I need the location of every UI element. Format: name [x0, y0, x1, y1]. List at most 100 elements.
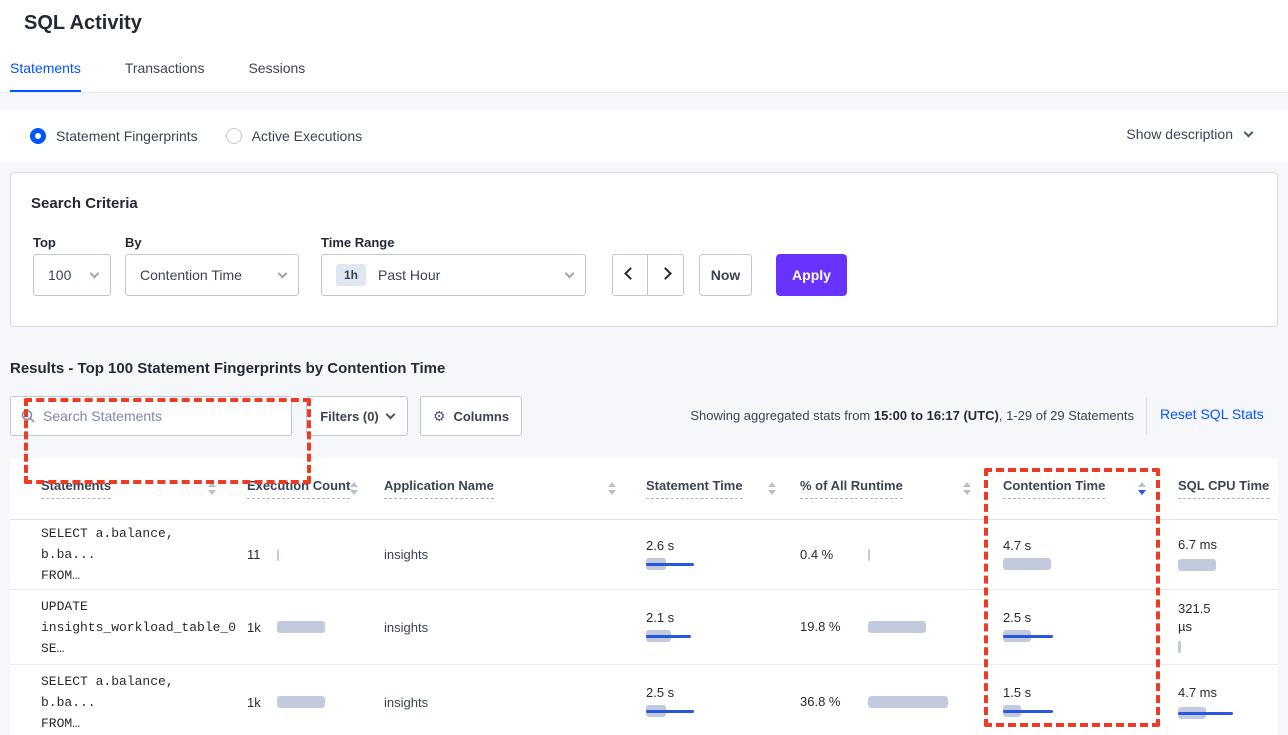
statement-line1: UPDATE [41, 598, 88, 614]
tab-transactions[interactable]: Transactions [124, 60, 205, 76]
column-header-statement-time[interactable]: Statement Time [630, 458, 790, 519]
runtime-value: 36.8 % [800, 694, 841, 709]
statement-time-bar [646, 556, 736, 572]
column-header-contention-time[interactable]: Contention Time [985, 458, 1160, 519]
toolbar-divider [1146, 398, 1147, 434]
contention-time-value: 4.7 s [1003, 537, 1032, 553]
sql-cpu-time-cell: 4.7 ms [1160, 665, 1278, 735]
statement-line1: SELECT a.balance, b.ba... [41, 673, 174, 710]
time-range-label: Time Range [321, 235, 395, 250]
statement-line2: insights_workload_table_0 SE… [41, 619, 237, 656]
table-row[interactable]: SELECT a.balance, b.ba... FROM… 11 insig… [10, 520, 1278, 590]
time-range-arrow-group [612, 254, 684, 296]
statement-time-value: 2.5 s [646, 685, 675, 700]
statement-line1: SELECT a.balance, b.ba... [41, 526, 174, 562]
sql-cpu-time-bar [1178, 705, 1268, 721]
column-header-label: Execution Count [247, 478, 351, 499]
sql-cpu-time-value: 4.7 ms [1178, 684, 1218, 700]
time-range-next-button[interactable] [648, 255, 683, 295]
sort-arrows-icon[interactable] [208, 482, 216, 495]
execution-count-value: 1k [247, 694, 261, 710]
column-header-label: % of All Runtime [800, 478, 903, 499]
contention-time-bar [1003, 628, 1093, 644]
contention-time-bar [1003, 703, 1093, 719]
execution-count-value: 1k [247, 619, 261, 635]
by-select[interactable]: Contention Time [125, 254, 299, 296]
now-button[interactable]: Now [699, 254, 752, 296]
statement-cell[interactable]: SELECT a.balance, b.ba... FROM… [10, 520, 230, 589]
column-header-label: Application Name [384, 478, 494, 499]
showing-suffix: , 1-29 of 29 Statements [998, 408, 1134, 423]
column-header-sql-cpu-time[interactable]: SQL CPU Time [1160, 458, 1278, 519]
radio-statement-fingerprints[interactable]: Statement Fingerprints [30, 128, 198, 144]
chevron-down-icon [385, 409, 396, 419]
by-label: By [125, 235, 142, 250]
contention-time-value: 2.5 s [1003, 610, 1032, 625]
table-row[interactable]: UPDATE insights_workload_table_0 SE… 1k … [10, 590, 1278, 665]
runtime-bar [868, 547, 958, 563]
statement-time-cell: 2.6 s [630, 520, 790, 589]
top-select[interactable]: 100 [33, 254, 111, 296]
runtime-cell: 19.8 % [790, 590, 985, 664]
statement-time-bar [646, 703, 736, 719]
time-range-badge: 1h [336, 264, 367, 286]
chevron-left-icon [623, 267, 637, 280]
sort-arrows-icon[interactable] [608, 482, 616, 495]
contention-time-cell: 2.5 s [985, 590, 1160, 664]
runtime-bar [868, 619, 958, 635]
table-row[interactable]: SELECT a.balance, b.ba... FROM… 1k insig… [10, 665, 1278, 735]
columns-button[interactable]: ⚙ Columns [420, 396, 522, 436]
execution-count-cell: 1k [230, 590, 360, 664]
time-range-select[interactable]: 1h Past Hour [321, 254, 586, 296]
statement-cell[interactable]: SELECT a.balance, b.ba... FROM… [10, 665, 230, 735]
sort-arrows-icon-active[interactable] [1138, 482, 1146, 495]
application-name-value: insights [384, 619, 429, 635]
execution-count-cell: 11 [230, 520, 360, 589]
statement-line2: FROM… [41, 715, 81, 731]
sql-cpu-time-cell: 6.7 ms [1160, 520, 1278, 589]
tab-sessions[interactable]: Sessions [248, 60, 306, 76]
search-statements-box [10, 396, 292, 436]
column-header-label: SQL CPU Time [1178, 478, 1270, 499]
results-heading: Results - Top 100 Statement Fingerprints… [10, 360, 446, 377]
showing-range: 15:00 to 16:17 (UTC) [873, 408, 999, 423]
reset-sql-stats-link[interactable]: Reset SQL Stats [1160, 406, 1264, 422]
sql-cpu-time-value: 6.7 ms [1178, 537, 1218, 552]
sort-arrows-icon[interactable] [963, 482, 971, 495]
statement-time-value: 2.6 s [646, 537, 675, 553]
radio-selected-icon [30, 128, 46, 144]
sort-arrows-icon[interactable] [768, 482, 776, 495]
by-select-value: Contention Time [140, 267, 242, 283]
column-header-label: Statement Time [646, 478, 743, 499]
filters-button[interactable]: Filters (0) [306, 396, 408, 436]
sql-cpu-time-bar [1178, 557, 1268, 573]
columns-label: Columns [453, 408, 510, 424]
application-name-cell: insights [360, 520, 630, 589]
time-range-prev-button[interactable] [613, 255, 648, 295]
show-description-toggle[interactable]: Show description [1126, 126, 1254, 142]
sort-arrows-icon[interactable] [350, 482, 359, 495]
column-header-label: Statements [41, 478, 112, 499]
tab-statements[interactable]: Statements [10, 60, 81, 92]
search-icon [21, 409, 35, 423]
contention-time-cell: 4.7 s [985, 520, 1160, 589]
column-header-execution-count[interactable]: Execution Count [230, 458, 360, 519]
tab-bar: Statements Transactions Sessions [10, 60, 305, 92]
column-header-statements[interactable]: Statements [10, 458, 230, 519]
radio-active-executions[interactable]: Active Executions [225, 128, 362, 144]
contention-time-value: 1.5 s [1003, 685, 1032, 700]
runtime-value: 0.4 % [800, 546, 834, 562]
chevron-right-icon [659, 267, 672, 280]
chevron-down-icon [89, 268, 100, 279]
column-header-runtime[interactable]: % of All Runtime [790, 458, 985, 519]
page-header: SQL Activity Statements Transactions Ses… [0, 0, 1288, 93]
search-statements-input[interactable] [43, 408, 281, 424]
sql-cpu-time-bar [1178, 639, 1268, 655]
radio-unselected-icon [225, 128, 242, 144]
column-header-application-name[interactable]: Application Name [360, 458, 630, 519]
apply-button[interactable]: Apply [776, 254, 847, 296]
top-label: Top [33, 235, 56, 250]
application-name-value: insights [384, 694, 429, 710]
statement-cell[interactable]: UPDATE insights_workload_table_0 SE… [10, 590, 237, 664]
radio-label: Statement Fingerprints [56, 128, 198, 144]
